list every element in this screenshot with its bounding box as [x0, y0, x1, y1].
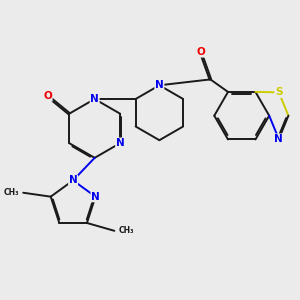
Text: N: N	[155, 80, 164, 90]
Text: S: S	[275, 87, 283, 97]
Text: O: O	[43, 91, 52, 101]
Text: N: N	[69, 176, 77, 185]
Text: CH₃: CH₃	[4, 188, 19, 197]
Text: O: O	[196, 47, 205, 57]
Text: N: N	[274, 134, 283, 144]
Text: N: N	[91, 192, 100, 202]
Text: N: N	[116, 138, 124, 148]
Text: N: N	[90, 94, 99, 104]
Text: CH₃: CH₃	[118, 226, 134, 235]
